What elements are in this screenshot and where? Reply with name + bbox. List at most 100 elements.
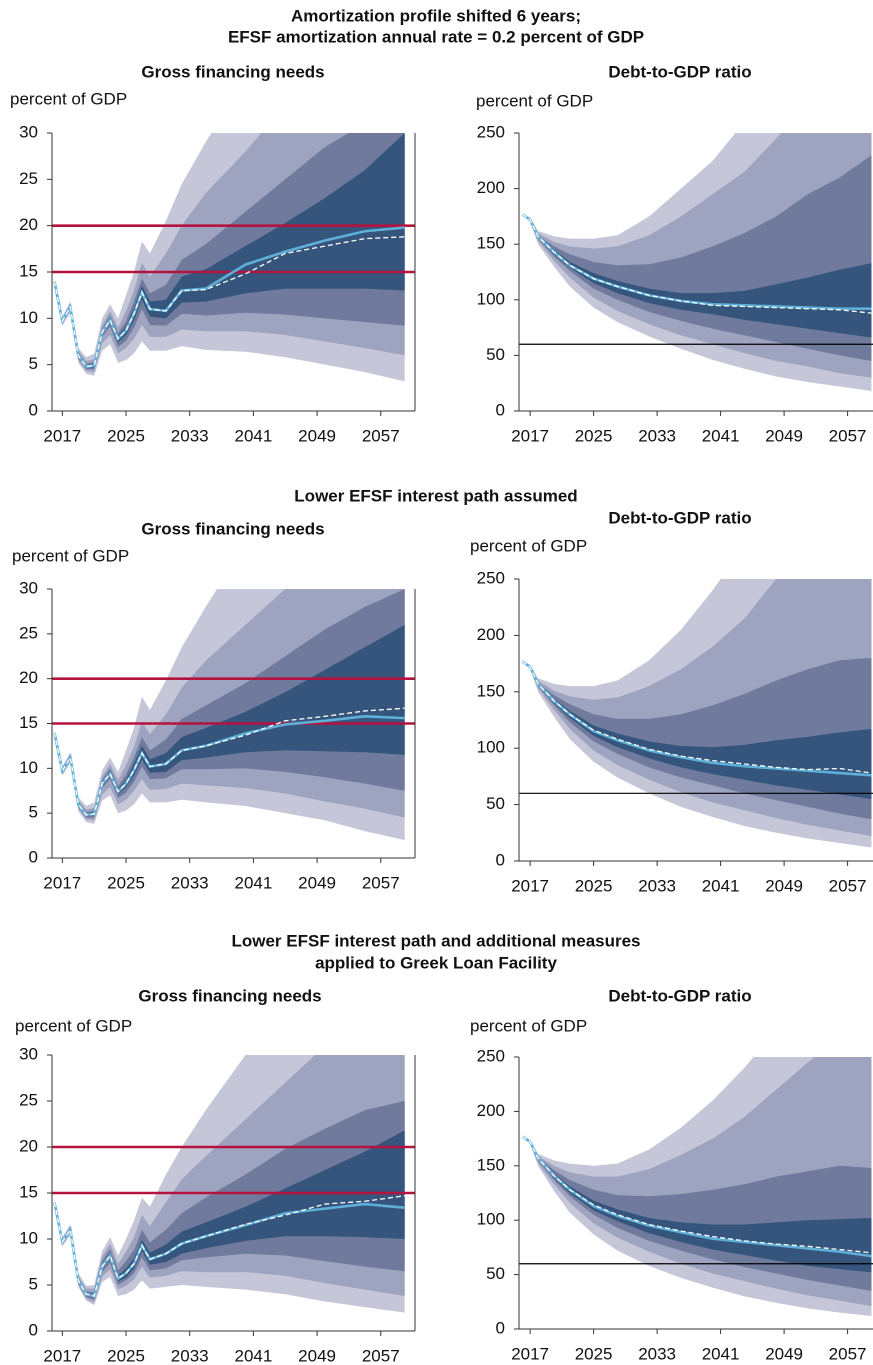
x-tick-label: 2025 xyxy=(107,1346,145,1365)
y-tick-label: 50 xyxy=(486,345,505,364)
x-tick-label: 2041 xyxy=(234,873,272,892)
dashed-line xyxy=(53,236,405,368)
y-tick-label: 15 xyxy=(19,713,38,732)
y-tick-label: 100 xyxy=(477,1210,505,1229)
x-tick-label: 2025 xyxy=(575,1344,613,1363)
plot-area xyxy=(52,589,415,841)
x-tick-label: 2025 xyxy=(107,873,145,892)
y-tick-label: 25 xyxy=(19,1090,38,1109)
fan-band xyxy=(522,661,872,799)
chart-title: Gross financing needs xyxy=(138,986,321,1005)
fan-band xyxy=(54,624,405,816)
y-tick-label: 20 xyxy=(19,668,38,687)
fan-band xyxy=(54,133,405,370)
fan-band xyxy=(54,1130,405,1298)
x-tick-label: 2033 xyxy=(638,876,676,895)
y-tick-label: 0 xyxy=(496,400,505,419)
plot-area xyxy=(52,1055,415,1313)
x-tick-label: 2057 xyxy=(362,426,400,445)
y-tick-label: 20 xyxy=(19,1136,38,1155)
x-tick-label: 2057 xyxy=(362,1346,400,1365)
x-tick-label: 2057 xyxy=(829,426,867,445)
dashed-line xyxy=(53,707,405,816)
y-tick-label: 0 xyxy=(29,847,38,866)
y-tick-label: 200 xyxy=(477,1101,505,1120)
section-title: applied to Greek Loan Facility xyxy=(315,953,557,972)
x-tick-label: 2041 xyxy=(234,1346,272,1365)
section-title: Amortization profile shifted 6 years; xyxy=(291,6,581,25)
y-tick-label: 50 xyxy=(486,794,505,813)
plot-area xyxy=(519,1057,873,1316)
fan-band xyxy=(54,133,405,368)
y-tick-label: 100 xyxy=(477,289,505,308)
x-tick-label: 2049 xyxy=(765,1344,803,1363)
y-tick-label: 0 xyxy=(29,1320,38,1339)
y-tick-label: 30 xyxy=(19,578,38,597)
dashed-line xyxy=(53,1195,405,1297)
y-axis-label: percent of GDP xyxy=(10,89,127,108)
x-tick-label: 2025 xyxy=(575,426,613,445)
x-tick-label: 2033 xyxy=(171,873,209,892)
y-tick-label: 250 xyxy=(477,122,505,141)
y-tick-label: 10 xyxy=(19,758,38,777)
y-tick-label: 5 xyxy=(29,803,38,822)
y-tick-label: 30 xyxy=(19,1044,38,1063)
y-tick-label: 25 xyxy=(19,623,38,642)
y-tick-label: 150 xyxy=(477,234,505,253)
x-tick-label: 2025 xyxy=(107,426,145,445)
y-tick-label: 0 xyxy=(29,400,38,419)
fan-band xyxy=(54,589,405,818)
x-tick-label: 2033 xyxy=(638,1344,676,1363)
plot-area xyxy=(519,133,873,391)
plot-area xyxy=(519,579,873,848)
chart-title: Debt-to-GDP ratio xyxy=(608,62,751,81)
y-tick-label: 5 xyxy=(29,354,38,373)
x-tick-label: 2025 xyxy=(575,876,613,895)
y-axis-label: percent of GDP xyxy=(470,1016,587,1035)
y-axis-label: percent of GDP xyxy=(470,536,587,555)
y-tick-label: 5 xyxy=(29,1274,38,1293)
x-tick-label: 2033 xyxy=(638,426,676,445)
section-title: Lower EFSF interest path and additional … xyxy=(231,931,640,950)
x-tick-label: 2017 xyxy=(43,873,81,892)
section-title: EFSF amortization annual rate = 0.2 perc… xyxy=(228,27,644,46)
x-tick-label: 2049 xyxy=(298,426,336,445)
x-tick-label: 2017 xyxy=(511,1344,549,1363)
y-axis-label: percent of GDP xyxy=(15,1016,132,1035)
y-tick-label: 250 xyxy=(477,1046,505,1065)
chart-title: Debt-to-GDP ratio xyxy=(608,508,751,527)
x-tick-label: 2041 xyxy=(702,426,740,445)
y-tick-label: 10 xyxy=(19,1228,38,1247)
y-tick-label: 20 xyxy=(19,215,38,234)
x-tick-label: 2033 xyxy=(171,1346,209,1365)
x-tick-label: 2057 xyxy=(362,873,400,892)
x-tick-label: 2017 xyxy=(511,876,549,895)
x-tick-label: 2017 xyxy=(43,426,81,445)
x-tick-label: 2033 xyxy=(171,426,209,445)
y-tick-label: 0 xyxy=(496,1318,505,1337)
y-tick-label: 250 xyxy=(477,568,505,587)
dashed-line xyxy=(521,213,872,314)
y-tick-label: 15 xyxy=(19,261,38,280)
y-axis-label: percent of GDP xyxy=(12,546,129,565)
y-tick-label: 200 xyxy=(477,178,505,197)
y-tick-label: 25 xyxy=(19,169,38,188)
x-tick-label: 2057 xyxy=(829,876,867,895)
x-tick-label: 2041 xyxy=(702,1344,740,1363)
plot-area xyxy=(52,133,415,382)
section-title: Lower EFSF interest path assumed xyxy=(294,486,577,505)
dashed-line xyxy=(521,1135,872,1254)
x-tick-label: 2017 xyxy=(43,1346,81,1365)
y-tick-label: 0 xyxy=(496,850,505,869)
x-tick-label: 2041 xyxy=(234,426,272,445)
x-tick-label: 2049 xyxy=(298,1346,336,1365)
chart-title: Gross financing needs xyxy=(141,62,324,81)
y-axis-label: percent of GDP xyxy=(476,91,593,110)
chart-title: Gross financing needs xyxy=(141,519,324,538)
x-tick-label: 2049 xyxy=(765,876,803,895)
chart-title: Debt-to-GDP ratio xyxy=(608,986,751,1005)
x-tick-label: 2057 xyxy=(829,1344,867,1363)
dashed-line xyxy=(521,660,872,774)
y-tick-label: 30 xyxy=(19,122,38,141)
